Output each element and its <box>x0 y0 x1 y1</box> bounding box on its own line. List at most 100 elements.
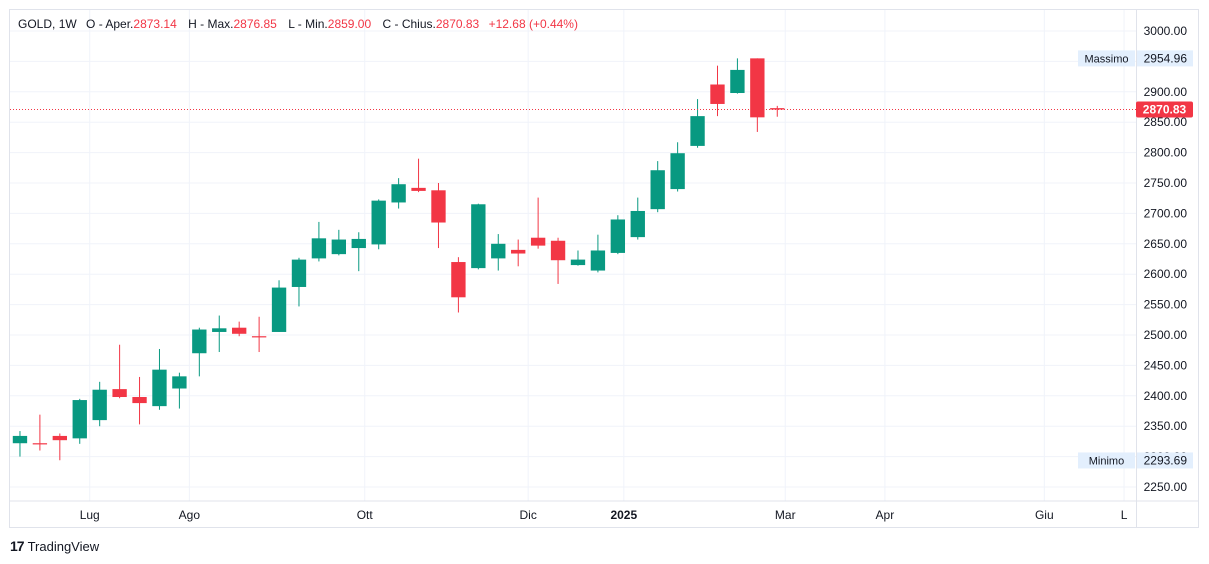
max-tag-label: Massimo <box>1084 53 1128 65</box>
price-tick-label: 3000.00 <box>1144 24 1188 38</box>
last-price-badge <box>1136 101 1193 118</box>
candle-up <box>172 372 187 409</box>
candle-body <box>511 249 526 254</box>
candle-body <box>271 287 287 332</box>
candle-up <box>650 161 665 213</box>
candle-up <box>192 327 207 377</box>
price-tick-label: 2450.00 <box>1144 358 1188 372</box>
candle-up <box>491 234 506 271</box>
candle-body <box>251 336 267 338</box>
candle-body <box>431 190 446 223</box>
candle-up <box>72 398 87 444</box>
candle-body <box>630 210 645 238</box>
candle-up <box>471 203 486 270</box>
min-value-label: 2293.69 <box>1144 453 1188 467</box>
close-label: C - Chius. <box>382 17 436 31</box>
candle-body <box>610 219 626 253</box>
candle-up <box>92 381 107 427</box>
candle-down <box>511 239 526 267</box>
candle-up <box>331 229 347 256</box>
time-tick-label: Apr <box>876 508 895 522</box>
price-tick-label: 2850.00 <box>1144 115 1188 129</box>
time-tick-label: Ott <box>357 508 374 522</box>
high-value: 2876.85 <box>233 17 277 31</box>
candle-down <box>550 237 566 284</box>
time-tick-label: Lug <box>80 508 100 522</box>
price-markers: 2870.83 Massimo 2954.96 Minimo 2293.69 <box>10 50 1193 469</box>
candle-up <box>670 142 685 192</box>
open-label: O - Aper. <box>86 17 134 31</box>
candle-body <box>112 389 127 398</box>
candle-down <box>710 65 725 117</box>
candle-body <box>12 435 28 444</box>
symbol-name[interactable]: GOLD <box>18 17 53 31</box>
candle-up <box>630 197 645 240</box>
chart-frame[interactable] <box>9 9 1199 528</box>
candle-up <box>391 178 406 209</box>
candle-down <box>530 197 546 249</box>
candle-body <box>212 328 227 332</box>
candle-body <box>311 238 327 259</box>
chart-canvas[interactable]: 2250.002300.002350.002400.002450.002500.… <box>0 0 1209 530</box>
candle-body <box>391 184 406 203</box>
close-value: 2870.83 <box>435 17 480 31</box>
candle-down <box>411 158 426 193</box>
candle-body <box>52 435 67 441</box>
time-tick-label: Giu <box>1035 508 1054 522</box>
candle-body <box>550 240 566 261</box>
candle-up <box>12 431 28 457</box>
min-value-bg <box>1137 452 1193 469</box>
grid-layer <box>10 10 1136 501</box>
tradingview-logo[interactable]: 17 TradingView <box>10 538 99 554</box>
price-axis[interactable]: 2250.002300.002350.002400.002450.002500.… <box>1136 10 1188 527</box>
candle-body <box>710 84 725 104</box>
time-axis[interactable]: Lug Ago Ott Dic 2025 Mar Apr Giu L <box>10 500 1198 522</box>
candle-up <box>351 232 366 272</box>
candle-body <box>192 329 207 354</box>
time-tick-label: Ago <box>179 508 201 522</box>
candle-body <box>411 187 426 191</box>
min-tag-bg <box>1078 452 1135 469</box>
price-tick-label: 2500.00 <box>1144 328 1188 342</box>
candle-up <box>271 280 287 332</box>
time-tick-label: L <box>1121 508 1128 522</box>
candle-body <box>92 389 107 421</box>
max-tag-bg <box>1078 50 1135 67</box>
max-value-label: 2954.96 <box>1144 51 1188 65</box>
open-value: 2873.14 <box>133 17 177 31</box>
candle-body <box>570 259 586 266</box>
candle-body <box>670 153 685 190</box>
time-tick-label: Dic <box>519 508 536 522</box>
candle-body <box>491 243 506 259</box>
interval[interactable]: 1W <box>58 17 77 31</box>
price-tick-label: 2600.00 <box>1144 267 1188 281</box>
candle-body <box>291 259 307 287</box>
tradingview-logo-text: TradingView <box>27 538 100 554</box>
candle-body <box>72 400 87 439</box>
price-tick-label: 2250.00 <box>1144 480 1188 494</box>
time-tick-label: Mar <box>775 508 796 522</box>
price-tick-label: 2650.00 <box>1144 237 1188 251</box>
candle-body <box>471 204 486 269</box>
price-tick-label: 2800.00 <box>1144 146 1188 160</box>
candle-body <box>371 200 386 245</box>
candle-down <box>750 58 765 132</box>
candle-body <box>770 108 785 110</box>
last-price-label: 2870.83 <box>1143 103 1187 117</box>
ohlc-header: GOLD, 1W O - Aper.2873.14 H - Max.2876.8… <box>18 17 578 31</box>
candle-down <box>232 321 247 337</box>
candle-body <box>331 239 347 255</box>
candle-down <box>451 257 466 313</box>
candle-up <box>690 99 705 148</box>
price-tick-label: 2550.00 <box>1144 298 1188 312</box>
candle-up <box>570 250 586 266</box>
candle-up <box>590 234 606 273</box>
time-tick-label: 2025 <box>610 508 637 522</box>
candle-up <box>730 58 745 94</box>
candle-body <box>530 237 546 246</box>
candle-up <box>212 315 227 353</box>
price-tick-label: 2700.00 <box>1144 206 1188 220</box>
high-label: H - Max. <box>188 17 234 31</box>
candle-body <box>132 397 147 404</box>
candle-body <box>730 69 745 94</box>
